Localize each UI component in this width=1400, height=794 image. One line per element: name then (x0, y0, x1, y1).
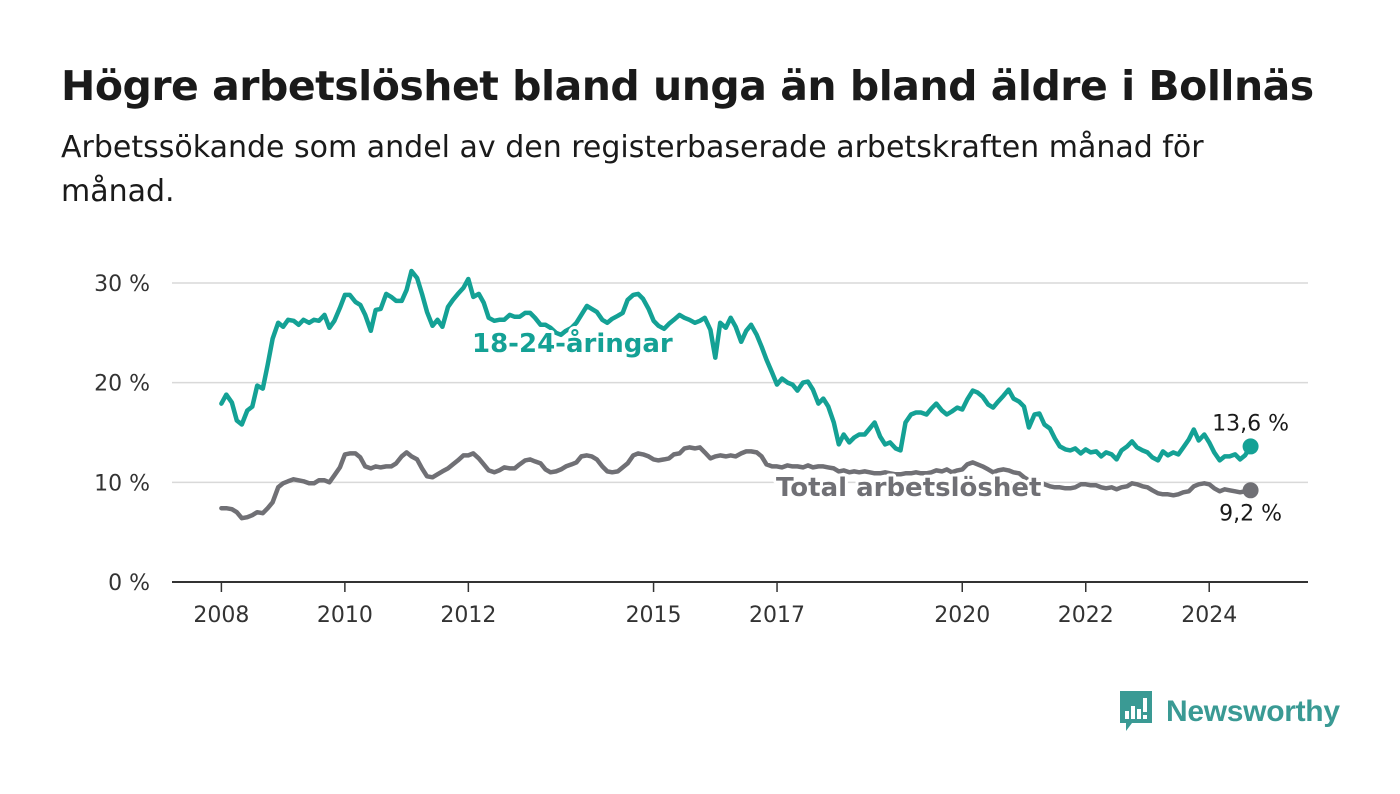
chart-title: Högre arbetslöshet bland unga än bland ä… (61, 62, 1314, 110)
x-tick-label: 2020 (934, 603, 990, 628)
y-axis-ticks: 0 % 10 % 20 % 30 % (94, 272, 150, 596)
x-tick-label: 2010 (317, 603, 373, 628)
newsworthy-brand: Newsworthy (1118, 688, 1340, 736)
series-line-total (219, 445, 1253, 521)
x-tick-label: 2015 (626, 603, 682, 628)
x-tick-label: 2024 (1181, 603, 1237, 628)
chart-subtitle: Arbetssökande som andel av den registerb… (61, 130, 1204, 209)
end-label-youth: 13,6 % (1212, 411, 1289, 436)
x-tick-label: 2017 (749, 603, 805, 628)
end-point-total (1242, 482, 1259, 499)
y-tick-label: 10 % (94, 471, 150, 496)
x-tick-label: 2008 (193, 603, 249, 628)
y-tick-label: 30 % (94, 272, 150, 297)
y-tick-label: 20 % (94, 372, 150, 397)
gridlines (172, 282, 1308, 583)
series-label-youth: 18-24-åringar (472, 327, 673, 359)
end-label-total: 9,2 % (1219, 501, 1282, 526)
series-line-youth (219, 268, 1253, 463)
series-lines (219, 268, 1259, 521)
x-tick-label: 2022 (1058, 603, 1114, 628)
end-point-youth (1242, 438, 1259, 455)
x-axis-ticks: 2008 2010 2012 2015 2017 2020 2022 2024 (193, 582, 1237, 628)
x-tick-label: 2012 (440, 603, 496, 628)
newsworthy-logo-icon (1120, 691, 1152, 731)
series-labels: 18-24-åringar Total arbetslöshet 13,6 % 9,2… (469, 324, 1289, 526)
series-label-total: Total arbetslöshet (776, 473, 1041, 503)
brand-name: Newsworthy (1166, 695, 1340, 728)
y-tick-label: 0 % (108, 571, 150, 596)
